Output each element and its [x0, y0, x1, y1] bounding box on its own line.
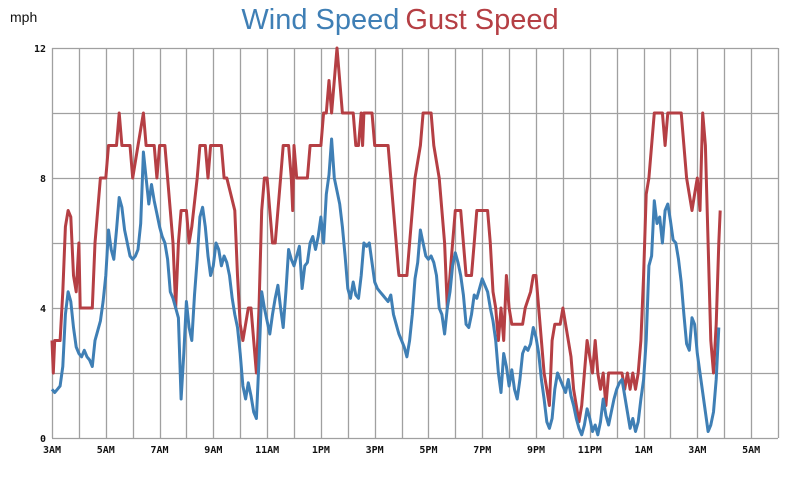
x-tick-label: 7AM [151, 445, 169, 456]
y-axis-unit-label: mph [10, 9, 38, 25]
y-tick-label: 4 [40, 304, 46, 315]
x-tick-label: 1AM [635, 445, 653, 456]
x-tick-label: 3AM [688, 445, 706, 456]
x-tick-label: 11AM [255, 445, 279, 456]
x-tick-label: 7PM [473, 445, 491, 456]
y-tick-label: 8 [40, 174, 46, 185]
title-wind-speed: Wind Speed [241, 4, 400, 36]
x-tick-label: 3AM [43, 445, 61, 456]
x-tick-label: 5AM [97, 445, 115, 456]
x-tick-label: 9AM [204, 445, 222, 456]
wind-speed-line [50, 137, 721, 437]
x-tick-label: 5PM [419, 445, 437, 456]
x-tick-label: 11PM [578, 445, 602, 456]
gust-speed-line [50, 46, 722, 424]
y-tick-label: 12 [34, 44, 46, 55]
x-tick-label: 3PM [366, 445, 384, 456]
x-tick-label: 1PM [312, 445, 330, 456]
x-tick-label: 9PM [527, 445, 545, 456]
y-tick-label: 0 [40, 434, 46, 445]
title-gust-speed: Gust Speed [405, 4, 559, 36]
chart-title: Wind Speed Gust Speed [0, 4, 800, 37]
x-tick-label: 5AM [742, 445, 760, 456]
